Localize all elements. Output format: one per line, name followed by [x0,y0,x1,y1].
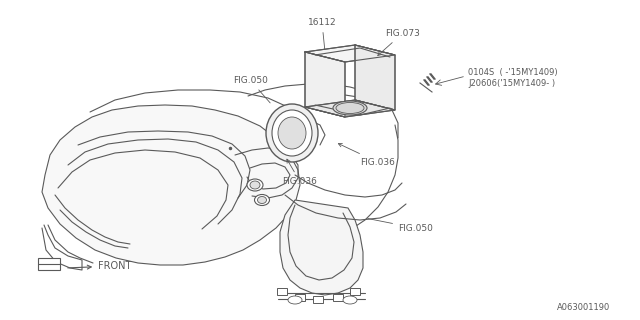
Text: A063001190: A063001190 [557,303,610,312]
Text: FIG.073: FIG.073 [378,29,420,56]
Ellipse shape [266,104,318,162]
Text: FIG.036: FIG.036 [283,159,317,186]
Text: J20606('15MY1409- ): J20606('15MY1409- ) [468,79,555,88]
Bar [38,258,60,270]
Text: FIG.050: FIG.050 [368,219,433,233]
Bar [333,294,343,301]
Text: FIG.036: FIG.036 [339,143,395,166]
Bar [350,288,360,295]
Ellipse shape [247,179,263,191]
Bar [313,296,323,303]
Polygon shape [280,200,363,295]
Ellipse shape [343,296,357,304]
Bar [277,288,287,295]
Ellipse shape [250,181,260,189]
Polygon shape [305,52,345,117]
Polygon shape [305,100,395,117]
Text: 0104S  ( -'15MY1409): 0104S ( -'15MY1409) [468,68,557,77]
Ellipse shape [288,296,302,304]
Text: 16112: 16112 [308,18,336,49]
Ellipse shape [333,101,367,115]
Bar [295,294,305,301]
Polygon shape [305,45,395,62]
Ellipse shape [278,117,306,149]
Ellipse shape [255,195,269,205]
Ellipse shape [272,110,312,156]
Polygon shape [355,45,395,110]
Polygon shape [42,105,300,265]
Text: FIG.050: FIG.050 [233,76,270,103]
Ellipse shape [257,196,266,204]
Text: FRONT: FRONT [68,261,131,271]
